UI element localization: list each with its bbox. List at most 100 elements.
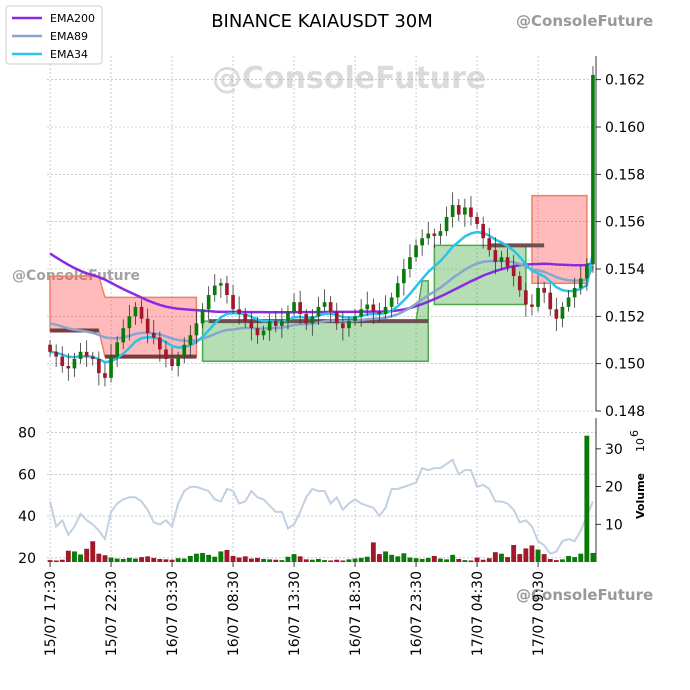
candle-body bbox=[566, 297, 571, 307]
candle bbox=[377, 302, 382, 323]
candle-body bbox=[115, 342, 119, 357]
volume-bar bbox=[584, 435, 590, 562]
candle-body bbox=[487, 238, 492, 251]
candle-body bbox=[121, 328, 126, 343]
candle-body bbox=[341, 323, 345, 329]
volume-bar bbox=[169, 559, 175, 562]
candle bbox=[84, 340, 89, 367]
price-axis-ticks: 0.148 0.150 0.152 0.154 0.156 0.158 0.160 0.162 bbox=[596, 73, 645, 420]
watermark-top: @ConsoleFuture bbox=[516, 12, 653, 30]
candle-body bbox=[243, 313, 248, 322]
candle bbox=[48, 340, 52, 357]
candle bbox=[176, 351, 180, 377]
candle-body bbox=[554, 309, 559, 319]
candle bbox=[200, 303, 205, 329]
candle-body bbox=[511, 266, 516, 277]
time-axis-ticks: 15/07 17:30 15/07 22:30 16/07 03:30 16/07 0… bbox=[43, 562, 547, 656]
price-tick-label: 0.150 bbox=[605, 357, 645, 373]
left-tick-label: 80 bbox=[18, 426, 36, 442]
candle bbox=[347, 316, 351, 337]
volume-bar bbox=[419, 558, 425, 562]
candle bbox=[237, 296, 241, 325]
volume-bar bbox=[65, 550, 71, 562]
volume-bar bbox=[194, 553, 199, 562]
volume-bar bbox=[212, 556, 218, 562]
watermark-bottom: @ConsoleFuture bbox=[516, 586, 653, 604]
volume-bar bbox=[53, 560, 59, 562]
candle bbox=[365, 291, 370, 316]
volume-bars bbox=[47, 435, 596, 562]
candle-body bbox=[414, 245, 418, 258]
candle-body bbox=[97, 358, 101, 374]
candle bbox=[408, 244, 412, 278]
candle-body bbox=[84, 351, 89, 357]
candle-body bbox=[151, 332, 156, 338]
left-tick-label: 60 bbox=[18, 467, 36, 483]
volume-tick-label: 30 bbox=[605, 442, 623, 458]
volume-bar bbox=[529, 545, 535, 562]
volume-bar bbox=[462, 560, 468, 562]
volume-bar bbox=[291, 554, 297, 562]
candle bbox=[560, 302, 565, 328]
left-tick-label: 40 bbox=[18, 509, 36, 525]
candle bbox=[487, 228, 492, 257]
volume-bar bbox=[560, 559, 565, 562]
volume-bar bbox=[120, 558, 126, 562]
volume-axis-title: Volume bbox=[634, 473, 647, 519]
volume-bar bbox=[139, 557, 144, 562]
candle-body bbox=[78, 351, 83, 359]
volume-bar bbox=[309, 559, 315, 562]
candle-body bbox=[225, 283, 229, 296]
candle bbox=[389, 292, 394, 318]
candle bbox=[432, 228, 437, 249]
volume-axis-label: Volume 10 6 bbox=[628, 430, 647, 519]
volume-bar bbox=[425, 557, 431, 562]
candle-body bbox=[316, 306, 321, 317]
volume-bar bbox=[303, 559, 309, 562]
candle bbox=[243, 307, 248, 328]
candle-body bbox=[591, 74, 595, 265]
volume-bar bbox=[413, 558, 419, 562]
candle bbox=[322, 289, 327, 312]
candle-body bbox=[377, 311, 382, 314]
chart-title: BINANCE KAIAUSDT 30M bbox=[211, 11, 433, 32]
time-tick-label: 17/07 09:30 bbox=[531, 571, 547, 656]
volume-bar bbox=[47, 560, 53, 562]
candle bbox=[469, 195, 473, 226]
candle-body bbox=[109, 356, 113, 378]
candle-body bbox=[182, 344, 187, 357]
time-tick-label: 16/07 18:30 bbox=[348, 571, 364, 656]
candle bbox=[572, 277, 577, 308]
candle-body bbox=[255, 328, 260, 336]
volume-bar bbox=[78, 554, 83, 562]
candle-body bbox=[194, 323, 199, 336]
volume-bar bbox=[438, 558, 443, 562]
price-tick-label: 0.154 bbox=[605, 262, 645, 278]
candle-body bbox=[493, 250, 498, 262]
time-tick-label: 16/07 08:30 bbox=[226, 571, 242, 656]
candle bbox=[530, 294, 534, 316]
candle bbox=[353, 308, 357, 326]
candle bbox=[371, 298, 376, 324]
volume-bar bbox=[126, 557, 132, 562]
candle-body bbox=[304, 313, 309, 324]
candle-body bbox=[475, 216, 479, 225]
candle-body bbox=[499, 257, 504, 262]
candle-body bbox=[444, 216, 449, 232]
volume-bar bbox=[358, 557, 364, 562]
volume-bar bbox=[480, 559, 486, 562]
candle bbox=[267, 313, 272, 341]
candle-body bbox=[133, 306, 138, 317]
candle-body bbox=[463, 207, 467, 215]
candle bbox=[97, 351, 101, 386]
candle-body bbox=[328, 302, 333, 312]
volume-bar bbox=[486, 558, 492, 562]
candle-body bbox=[103, 373, 107, 378]
candle-body bbox=[322, 302, 327, 307]
candle-body bbox=[200, 309, 205, 324]
volume-bar bbox=[108, 557, 114, 562]
candle bbox=[127, 304, 132, 341]
candle bbox=[164, 340, 168, 368]
candle bbox=[316, 296, 321, 325]
